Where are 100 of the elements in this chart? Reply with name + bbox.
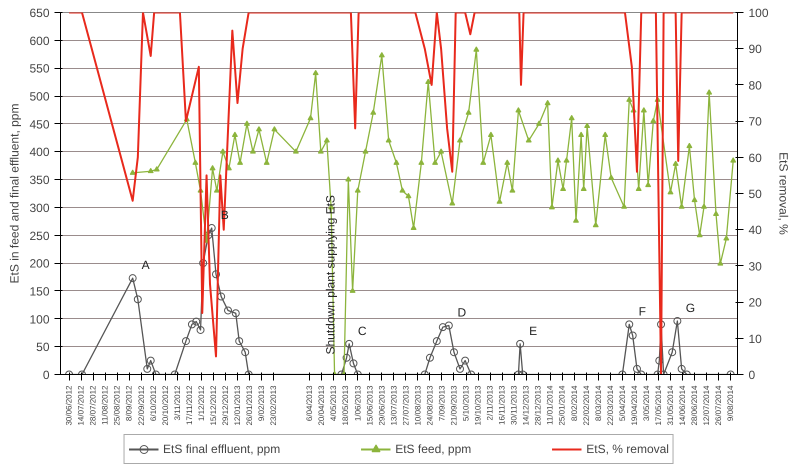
y2-tick-label: 90 [748, 42, 762, 56]
x-tick-label: 29/06/2013 [377, 384, 386, 426]
x-tick-label: 9/08/2014 [726, 384, 736, 422]
point [188, 320, 196, 328]
annotation: E [529, 324, 538, 338]
point [456, 364, 464, 373]
y-tick-label: 300 [29, 200, 50, 215]
point [128, 274, 137, 282]
annotation: F [638, 304, 646, 318]
x-tick-label: 14/07/2012 [76, 384, 86, 426]
x-tick-label: 2/11/2013 [486, 384, 495, 420]
x-tick-label: 22/09/2012 [136, 384, 146, 426]
y-tick-label: 100 [29, 312, 50, 326]
x-tick-label: 1/06/2013 [353, 384, 362, 422]
x-tick-label: 9/02/2013 [257, 384, 266, 422]
x-tick-label: 12/01/2013 [232, 384, 242, 426]
y2-tick-label: 60 [748, 150, 762, 165]
y2-tick-label: 0 [748, 368, 756, 382]
point [345, 340, 354, 348]
x-tick-label: 21/09/2013 [449, 384, 458, 426]
x-tick-label: 5/10/2013 [462, 384, 471, 422]
x-tick-label: 26/07/2014 [714, 384, 724, 426]
point [134, 295, 142, 304]
y-tick-label: 400 [29, 145, 50, 160]
y-tick-label: 50 [36, 340, 50, 354]
point [444, 322, 453, 330]
point [199, 259, 208, 268]
y2-tick-label: 40 [748, 223, 762, 238]
x-tick-label: 12/07/2014 [702, 384, 712, 426]
y-tick-label: 200 [29, 256, 50, 271]
annotation: A [142, 258, 150, 272]
x-tick-label: 14/06/2014 [678, 384, 688, 426]
x-tick-label: 25/01/2014 [558, 384, 567, 426]
point [217, 292, 226, 301]
point [241, 348, 250, 356]
x-tick-label: 6/10/2012 [148, 384, 158, 422]
y-tick-label: 650 [29, 6, 50, 20]
point [628, 332, 637, 340]
point [349, 359, 358, 368]
point [450, 348, 458, 356]
x-tick-label: 8/03/2014 [594, 384, 603, 422]
x-tick-label: 22/02/2014 [582, 384, 591, 426]
x-tick-label: 16/11/2013 [498, 384, 507, 425]
y2-axis-title: EtS removal, % [776, 152, 791, 236]
y2-tick-label: 80 [748, 78, 762, 92]
x-tick-label: 15/12/2012 [208, 384, 218, 426]
annotation: G [686, 301, 696, 316]
y2-tick-label: 100 [748, 6, 769, 20]
y-tick-label: 150 [29, 284, 50, 298]
x-tick-label: 19/04/2014 [630, 384, 639, 426]
point [426, 354, 434, 362]
x-tick-label: 23/02/2013 [269, 384, 278, 426]
point [678, 364, 686, 373]
x-tick-label: 20/10/2012 [160, 384, 170, 426]
x-tick-label: 30/06/2012 [64, 384, 74, 426]
x-tick-label: 26/01/2013 [245, 384, 254, 426]
x-tick-label: 18/05/2013 [341, 384, 350, 426]
point [673, 317, 682, 326]
legend-label: EtS feed, ppm [395, 442, 472, 456]
line-series [68, 12, 734, 374]
point [182, 337, 190, 346]
x-tick-label: 14/12/2013 [522, 384, 531, 426]
y2-tick-label: 20 [748, 296, 762, 310]
point [632, 364, 641, 373]
y-tick-label: 0 [42, 368, 50, 382]
x-tick-label: 11/01/2014 [546, 384, 555, 425]
x-tick-label: 1/12/2012 [196, 384, 206, 422]
point [516, 340, 524, 348]
x-tick-label: 4/05/2013 [329, 384, 338, 422]
y2-tick-label: 10 [748, 332, 762, 346]
point [657, 320, 666, 328]
x-tick-label: 10/08/2013 [413, 384, 422, 426]
x-tick-label: 7/09/2013 [437, 384, 446, 422]
point [232, 309, 240, 318]
point [143, 364, 152, 373]
x-tick-label: 28/07/2012 [88, 384, 98, 426]
point [655, 356, 664, 365]
point [625, 320, 634, 328]
x-tick-label: 8/09/2012 [124, 384, 134, 422]
x-tick-label: 11/08/2012 [100, 384, 110, 425]
y2-tick-label: 50 [748, 187, 762, 201]
x-tick-label: 22/03/2014 [606, 384, 615, 426]
point [146, 356, 155, 365]
point [212, 270, 220, 278]
point [224, 306, 232, 314]
point [196, 326, 205, 334]
x-tick-label: 13/07/2013 [389, 384, 398, 426]
x-tick-label: 6/04/2013 [305, 384, 314, 422]
x-tick-label: 20/04/2013 [317, 384, 326, 426]
point [342, 354, 351, 362]
legend-label: EtS final effluent, ppm [163, 442, 280, 456]
x-tick-label: 28/06/2014 [690, 384, 700, 426]
y-tick-label: 550 [29, 62, 50, 76]
y-tick-label: 500 [29, 90, 50, 104]
point [461, 356, 470, 365]
x-tick-label: 30/11/2013 [510, 384, 519, 425]
x-tick-label: 15/06/2013 [365, 384, 374, 426]
y2-tick-label: 70 [748, 114, 762, 129]
annotation: C [358, 324, 367, 338]
y-tick-label: 450 [29, 117, 50, 132]
